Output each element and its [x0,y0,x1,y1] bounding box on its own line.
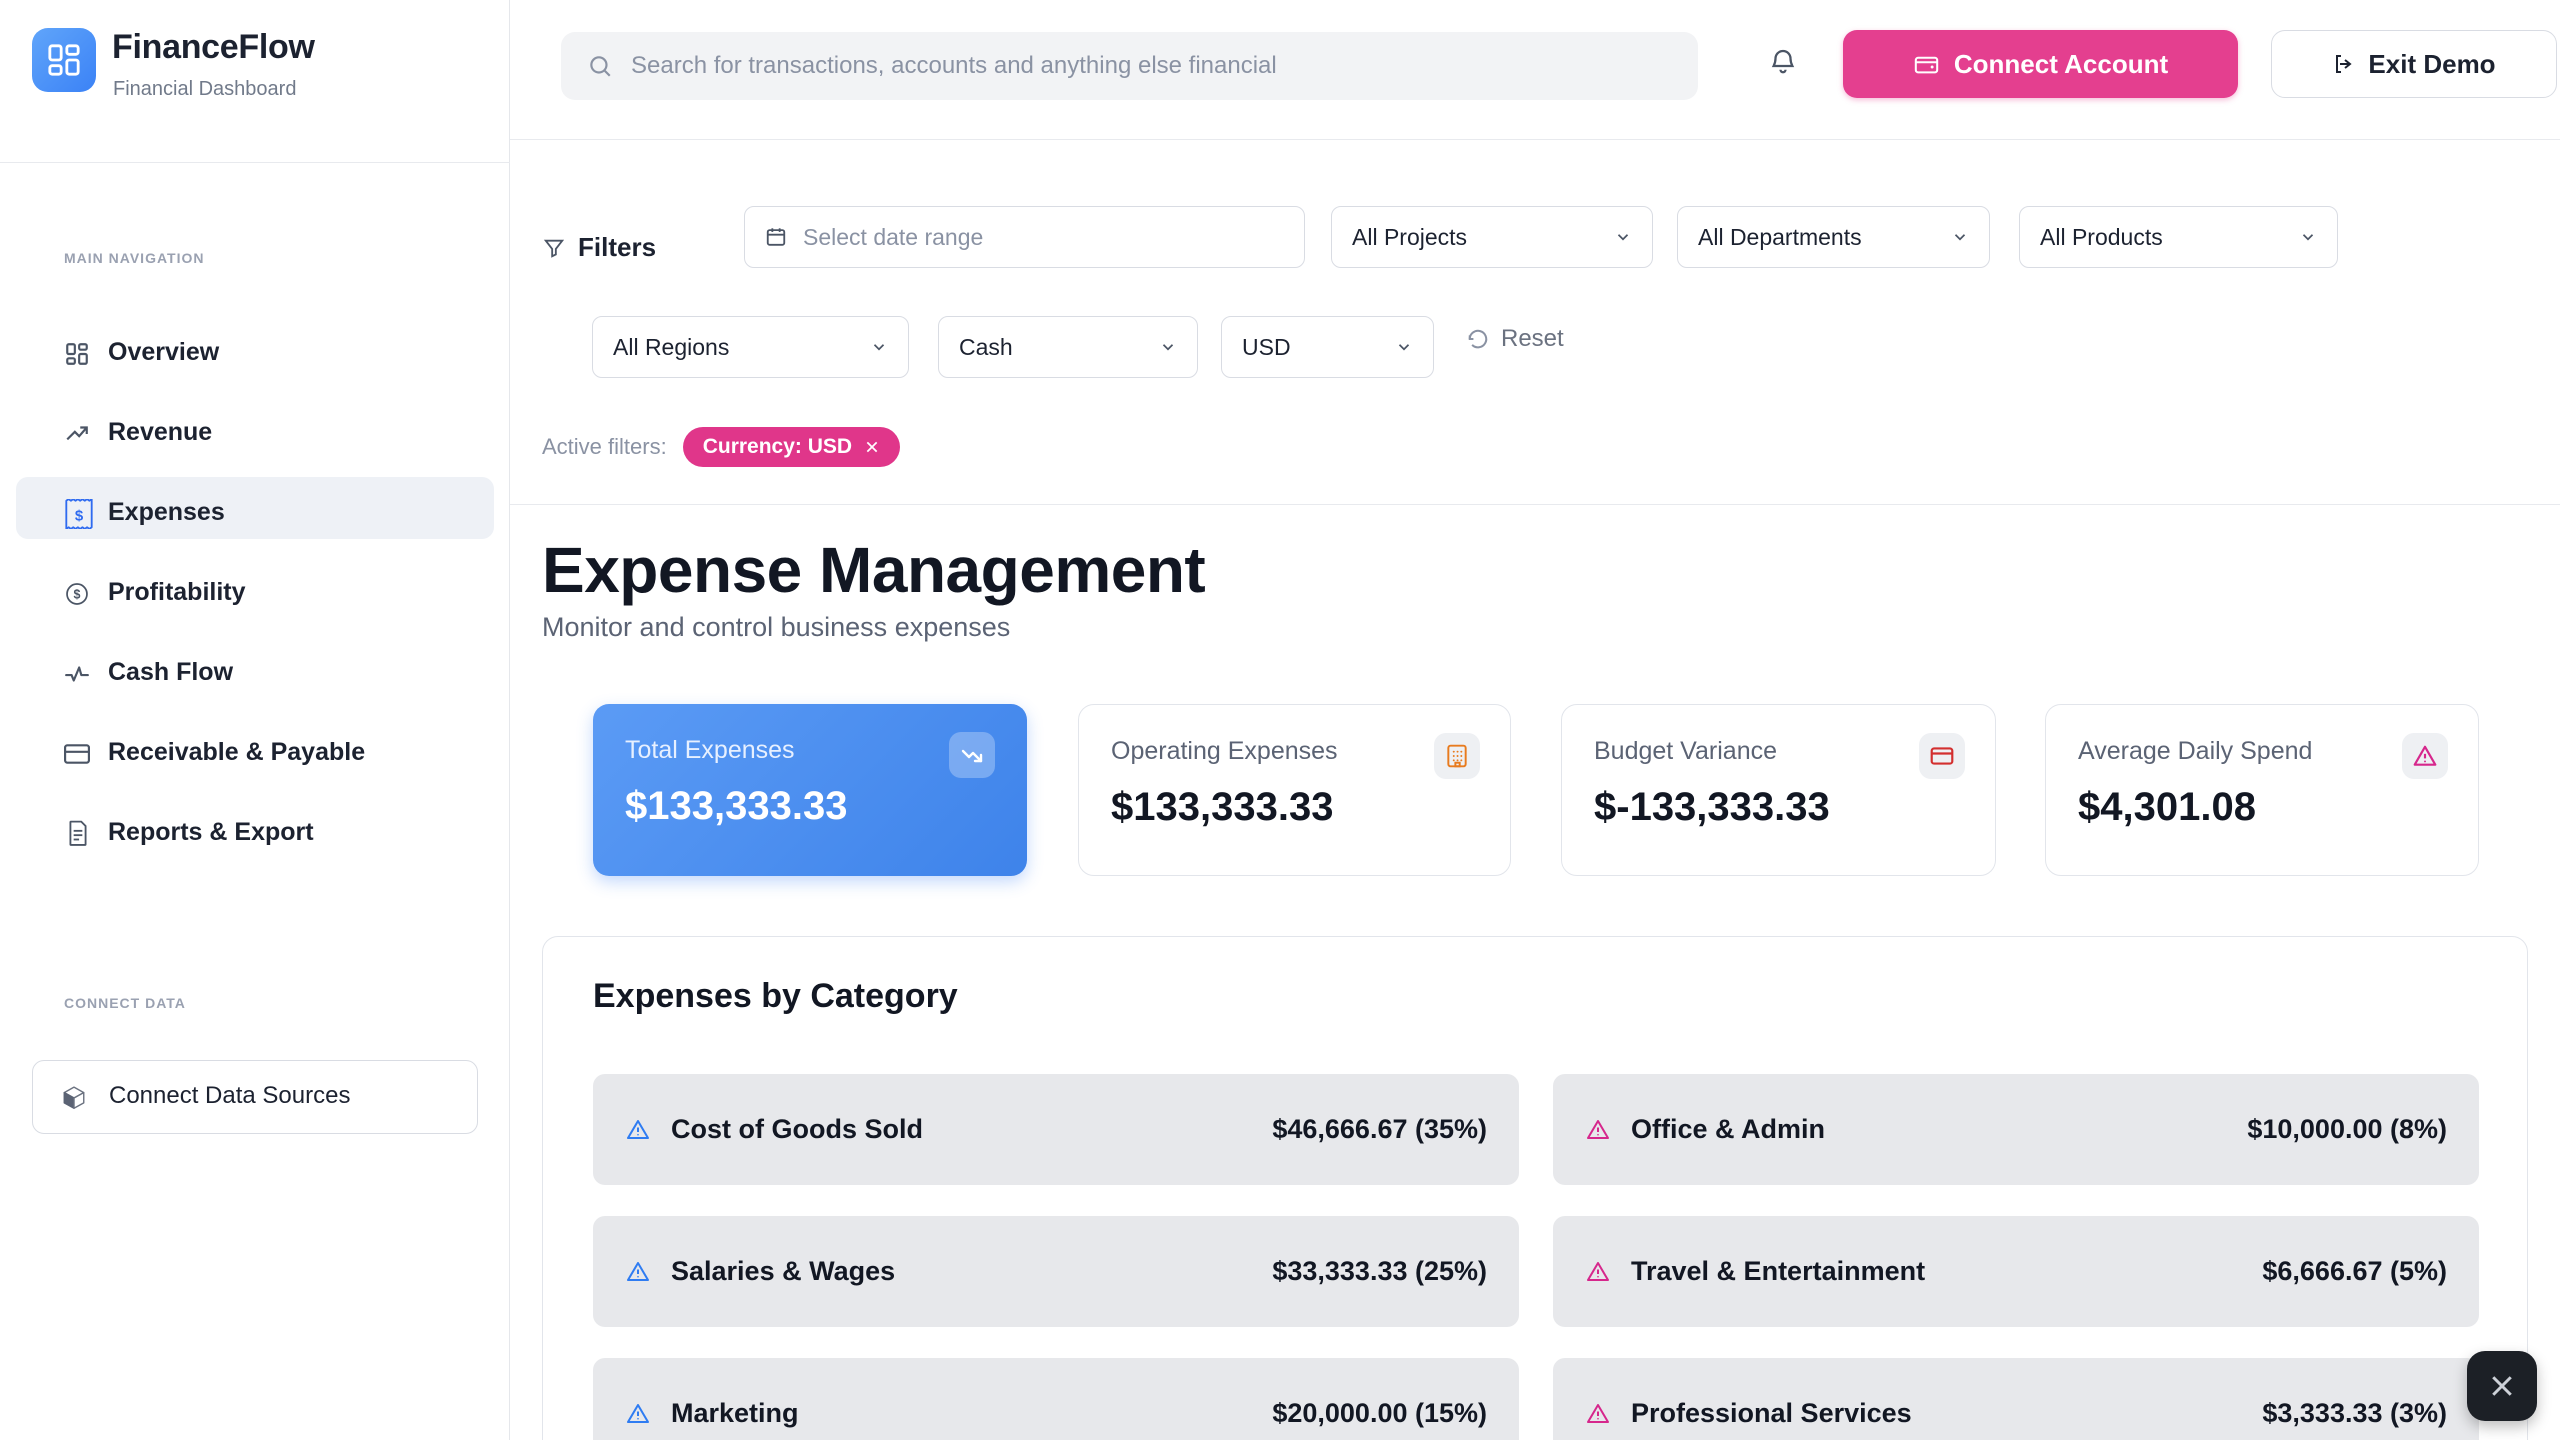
svg-text:$: $ [74,588,81,602]
svg-text:$: $ [75,507,84,524]
